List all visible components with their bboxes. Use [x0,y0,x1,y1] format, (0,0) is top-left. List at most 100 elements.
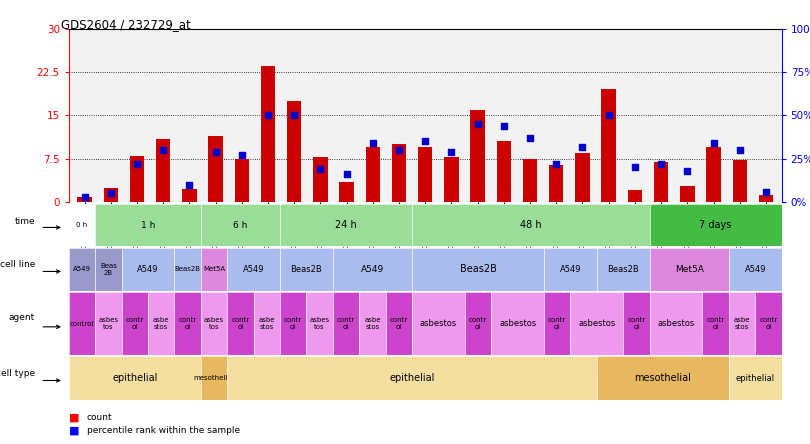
Text: contr
ol: contr ol [390,317,408,330]
Text: contr
ol: contr ol [337,317,355,330]
Bar [680,186,694,202]
Text: contr
ol: contr ol [627,317,646,330]
Text: A549: A549 [138,265,159,274]
Bar [156,139,170,202]
Point [262,112,275,119]
Point [419,138,432,145]
Text: contr
ol: contr ol [178,317,197,330]
Bar [471,110,485,202]
Text: A549: A549 [360,265,384,274]
Bar [182,189,197,202]
Bar [628,190,642,202]
Bar [365,147,380,202]
Text: contr
ol: contr ol [706,317,725,330]
Point [654,160,667,167]
Point [497,122,510,129]
Text: cell line: cell line [0,261,35,270]
Bar [392,144,407,202]
Text: A549: A549 [73,266,91,272]
Point [393,147,406,154]
Bar [549,165,564,202]
Text: asbestos: asbestos [578,319,616,328]
Bar [732,160,747,202]
Point [707,139,720,147]
Text: asbestos: asbestos [499,319,536,328]
Text: Beas2B: Beas2B [459,264,497,274]
Point [156,147,169,154]
Text: A549: A549 [744,265,766,274]
Text: asbestos: asbestos [420,319,457,328]
Point [104,190,117,197]
Bar [78,198,92,202]
Text: mesothelial: mesothelial [634,373,691,383]
Point [209,148,222,155]
Text: asbe
stos: asbe stos [258,317,275,330]
Bar [104,188,118,202]
Text: time: time [15,217,35,226]
Text: 6 h: 6 h [233,221,248,230]
Point [523,135,536,142]
Text: Beas
2B: Beas 2B [100,263,117,276]
Bar [208,136,223,202]
Text: 48 h: 48 h [520,220,542,230]
Text: contr
ol: contr ol [126,317,144,330]
Bar [313,157,327,202]
Text: asbe
stos: asbe stos [153,317,169,330]
Bar [523,159,537,202]
Bar [130,156,144,202]
Text: epithelial: epithelial [112,373,157,383]
Point [78,193,91,200]
Text: count: count [87,413,113,422]
Text: 24 h: 24 h [335,220,357,230]
Bar [418,147,433,202]
Bar [444,157,458,202]
Text: contr
ol: contr ol [759,317,778,330]
Text: Met5A: Met5A [675,265,704,274]
Text: contr
ol: contr ol [232,317,249,330]
Point [602,112,615,119]
Text: agent: agent [9,313,35,322]
Bar [654,162,668,202]
Text: contr
ol: contr ol [548,317,566,330]
Bar [602,89,616,202]
Text: asbe
stos: asbe stos [734,317,750,330]
Point [733,147,746,154]
Text: asbe
stos: asbe stos [364,317,381,330]
Text: A549: A549 [560,265,582,274]
Point [130,160,143,167]
Point [236,152,249,159]
Point [445,148,458,155]
Bar [339,182,354,202]
Text: GDS2604 / 232729_at: GDS2604 / 232729_at [61,18,190,31]
Text: epithelial: epithelial [735,374,775,383]
Bar [235,159,249,202]
Text: ■: ■ [69,412,79,422]
Text: asbes
tos: asbes tos [309,317,330,330]
Bar [759,195,773,202]
Text: Met5A: Met5A [203,266,225,272]
Text: control: control [70,321,94,327]
Text: contr
ol: contr ol [469,317,487,330]
Text: contr
ol: contr ol [284,317,302,330]
Point [366,139,379,147]
Text: Beas2B: Beas2B [608,265,639,274]
Bar [287,101,301,202]
Text: 0 h: 0 h [76,222,87,228]
Point [288,112,301,119]
Bar [261,66,275,202]
Text: asbes
tos: asbes tos [98,317,118,330]
Text: asbestos: asbestos [658,319,695,328]
Text: ■: ■ [69,426,79,436]
Point [760,188,773,195]
Bar [575,153,590,202]
Point [183,181,196,188]
Text: mesothelial: mesothelial [194,375,234,381]
Bar [706,147,721,202]
Point [681,167,694,174]
Point [576,143,589,150]
Text: asbes
tos: asbes tos [204,317,224,330]
Bar [497,141,511,202]
Text: 1 h: 1 h [141,221,156,230]
Point [340,171,353,178]
Text: percentile rank within the sample: percentile rank within the sample [87,426,240,435]
